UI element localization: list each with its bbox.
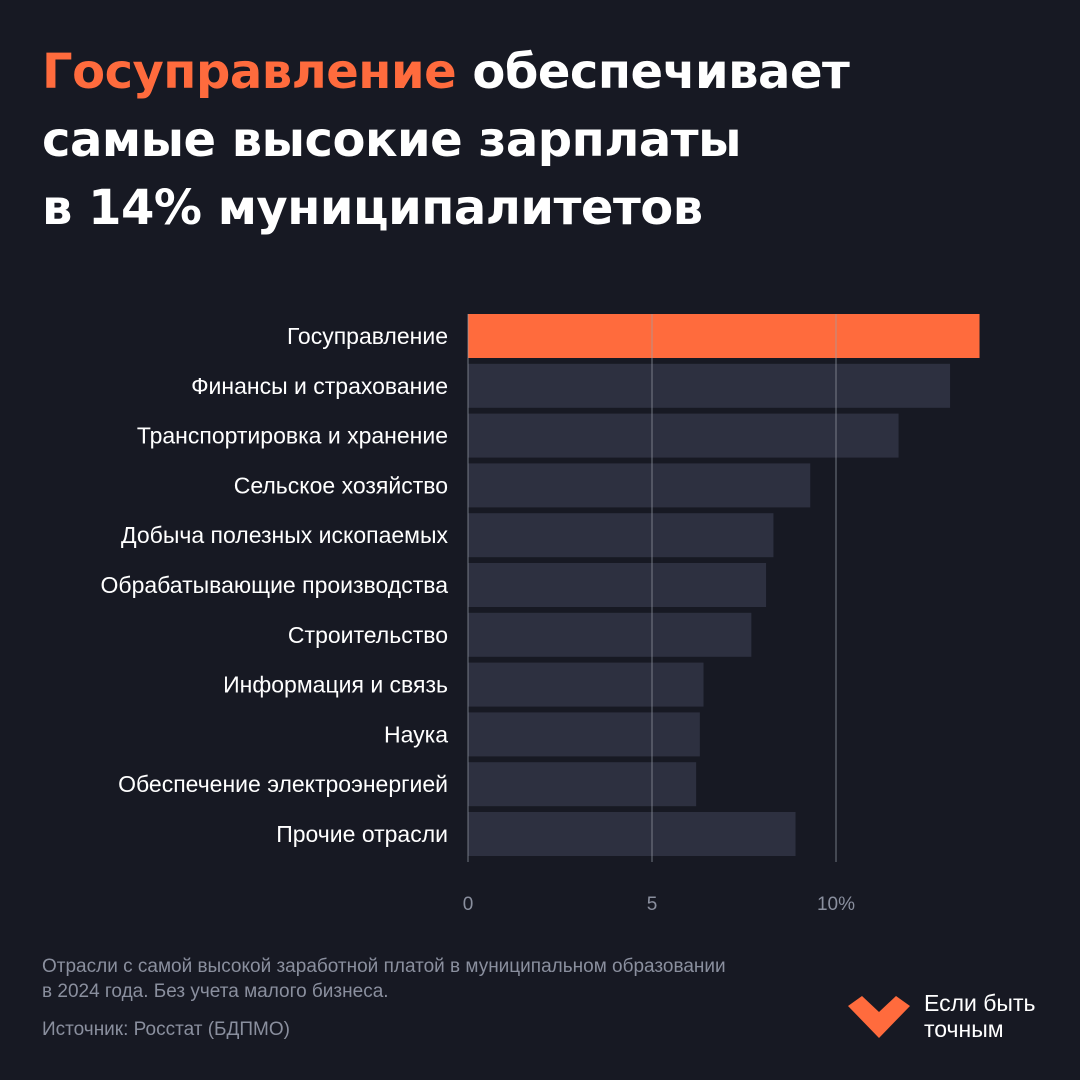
category-label-10: Обеспечение электроэнергией bbox=[118, 771, 448, 797]
bar-8 bbox=[468, 662, 704, 707]
x-tick-labels: 0 5 10% bbox=[463, 894, 855, 915]
title-line-2: самые высокие зарплаты bbox=[42, 112, 742, 168]
category-label-6: Обрабатывающие производства bbox=[101, 572, 449, 598]
bar-5 bbox=[468, 513, 774, 558]
footnote-line-1: Отрасли с самой высокой заработной плато… bbox=[42, 956, 726, 977]
x-tick-label-3: 10% bbox=[817, 894, 855, 915]
category-label-2: Финансы и страхование bbox=[191, 373, 448, 399]
x-tick-label-2: 5 bbox=[647, 894, 658, 915]
brand-line-2: точным bbox=[924, 1016, 1004, 1042]
bars bbox=[468, 314, 980, 856]
category-labels: Госуправление Финансы и страхование Трансп… bbox=[101, 323, 449, 847]
title-line-1-rest: обеспечивает bbox=[456, 44, 850, 100]
chart-title: Госуправление обеспечивает самые высокие… bbox=[42, 38, 1042, 242]
bar-1 bbox=[468, 314, 980, 358]
brand-heart-icon bbox=[848, 996, 910, 1038]
bar-2 bbox=[468, 363, 951, 408]
brand-line-1: Если быть bbox=[924, 990, 1036, 1016]
footnote-line-2: в 2024 года. Без учета малого бизнеса. bbox=[42, 981, 389, 1002]
category-label-5: Добыча полезных ископаемых bbox=[121, 522, 448, 548]
x-tick-label-1: 0 bbox=[463, 894, 474, 915]
title-accent: Госуправление bbox=[42, 44, 457, 100]
category-label-9: Наука bbox=[384, 721, 448, 747]
bar-10 bbox=[468, 762, 697, 807]
category-label-7: Строительство bbox=[288, 622, 448, 648]
bar-4 bbox=[468, 463, 811, 508]
category-label-11: Прочие отрасли bbox=[276, 821, 448, 847]
category-label-3: Транспортировка и хранение bbox=[137, 423, 448, 449]
bar-chart: Госуправление Финансы и страхование Трансп… bbox=[101, 314, 980, 915]
bar-3 bbox=[468, 413, 899, 458]
bar-6 bbox=[468, 563, 767, 607]
bar-7 bbox=[468, 612, 752, 657]
title-line-1: Госуправление обеспечивает bbox=[42, 38, 1042, 106]
gridlines bbox=[467, 314, 837, 862]
category-label-8: Информация и связь bbox=[223, 672, 448, 698]
brand-logo: Если быть точным bbox=[846, 990, 1056, 1046]
category-label-1: Госуправление bbox=[287, 323, 448, 349]
bar-9 bbox=[468, 712, 700, 757]
footnote: Отрасли с самой высокой заработной плато… bbox=[42, 954, 842, 1004]
bar-11 bbox=[468, 812, 796, 856]
source-note: Источник: Росстат (БДПМО) bbox=[42, 1019, 290, 1040]
title-line-3: в 14% муниципалитетов bbox=[42, 180, 703, 236]
brand-name: Если быть точным bbox=[924, 990, 1035, 1042]
category-label-4: Сельское хозяйство bbox=[234, 472, 448, 498]
